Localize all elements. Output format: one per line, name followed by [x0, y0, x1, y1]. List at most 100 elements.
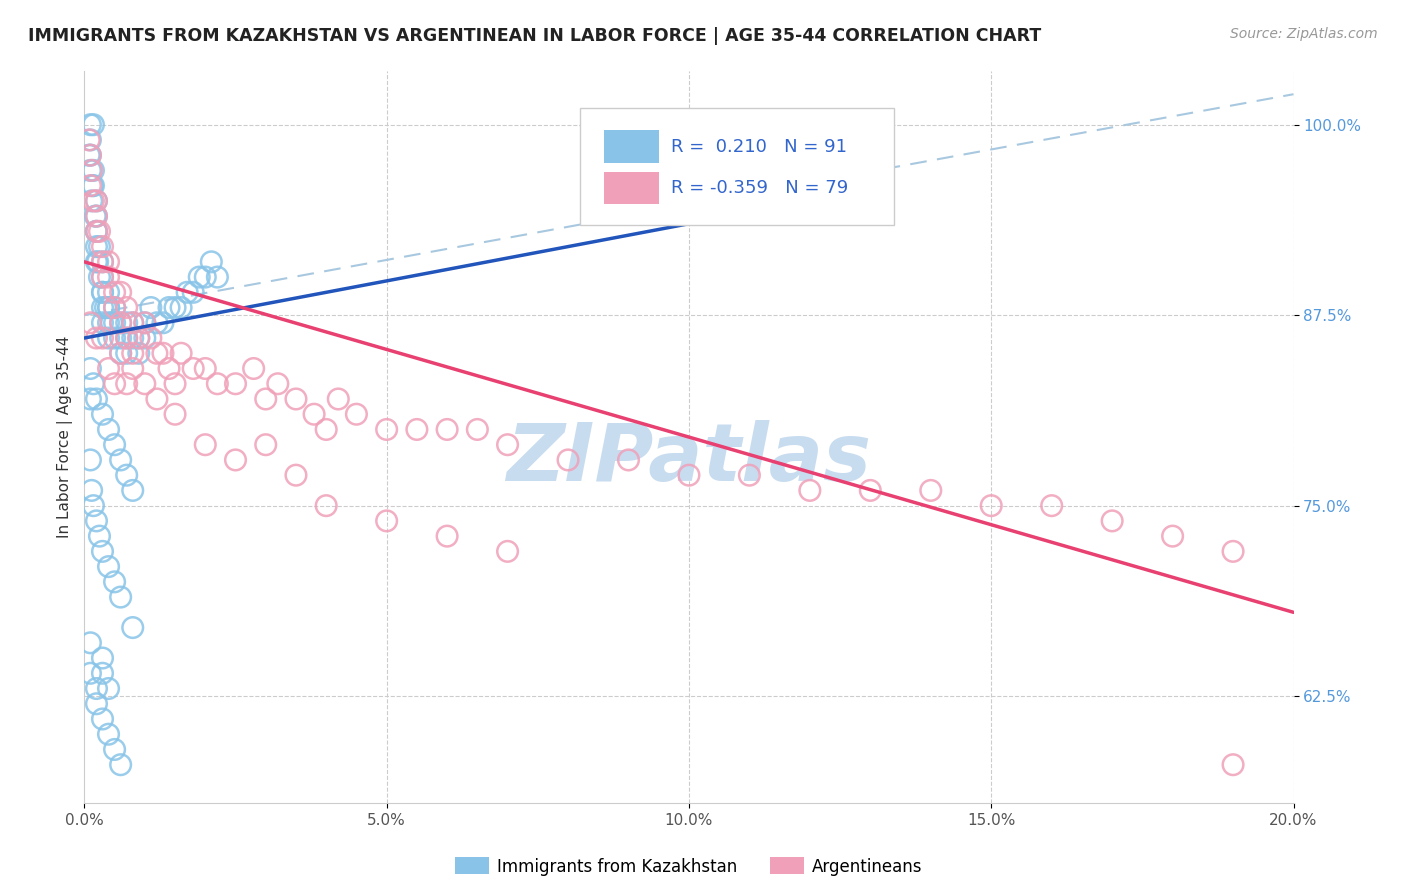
- Point: [97, 316, 120, 330]
- Point: [121, 331, 143, 345]
- Point: [86, 224, 108, 238]
- Point: [110, 316, 132, 330]
- Point: [346, 407, 368, 421]
- Point: [188, 270, 211, 285]
- Point: [285, 392, 308, 406]
- Point: [94, 301, 117, 315]
- Point: [100, 316, 122, 330]
- Point: [86, 224, 108, 238]
- Point: [86, 255, 108, 269]
- Point: [128, 331, 150, 345]
- Point: [79, 361, 101, 376]
- Point: [115, 301, 138, 315]
- Point: [146, 316, 169, 330]
- Point: [267, 376, 290, 391]
- Point: [77, 133, 100, 147]
- Point: [104, 331, 127, 345]
- Point: [89, 270, 111, 285]
- Point: [97, 270, 120, 285]
- Point: [207, 270, 229, 285]
- Y-axis label: In Labor Force | Age 35-44: In Labor Force | Age 35-44: [58, 336, 73, 538]
- Point: [176, 285, 198, 300]
- Point: [79, 636, 101, 650]
- Point: [200, 255, 222, 269]
- Point: [91, 270, 114, 285]
- Point: [104, 376, 127, 391]
- Point: [80, 194, 103, 208]
- Point: [1040, 499, 1063, 513]
- Point: [110, 346, 132, 360]
- Point: [91, 544, 114, 558]
- Point: [82, 178, 104, 193]
- Point: [91, 255, 114, 269]
- Point: [194, 438, 217, 452]
- Point: [86, 209, 108, 223]
- Point: [134, 331, 156, 345]
- Point: [104, 301, 127, 315]
- Point: [302, 407, 325, 421]
- Text: R = -0.359   N = 79: R = -0.359 N = 79: [671, 179, 848, 197]
- Point: [139, 301, 162, 315]
- Point: [165, 407, 187, 421]
- Point: [97, 681, 120, 696]
- Point: [80, 483, 103, 498]
- Point: [91, 270, 114, 285]
- Point: [121, 621, 143, 635]
- Point: [79, 178, 101, 193]
- Point: [738, 468, 761, 483]
- Point: [110, 331, 132, 345]
- Point: [110, 590, 132, 604]
- Point: [79, 133, 101, 147]
- Point: [91, 255, 114, 269]
- Point: [110, 316, 132, 330]
- Point: [82, 178, 104, 193]
- Point: [859, 483, 882, 498]
- Point: [152, 346, 174, 360]
- Point: [115, 316, 138, 330]
- Point: [82, 118, 104, 132]
- Point: [97, 727, 120, 741]
- Point: [82, 499, 104, 513]
- Point: [1101, 514, 1123, 528]
- Point: [86, 681, 108, 696]
- Point: [134, 376, 156, 391]
- Point: [128, 346, 150, 360]
- Point: [121, 316, 143, 330]
- Point: [496, 438, 519, 452]
- Point: [980, 499, 1002, 513]
- Point: [128, 331, 150, 345]
- Point: [104, 316, 127, 330]
- Legend: Immigrants from Kazakhstan, Argentineans: Immigrants from Kazakhstan, Argentineans: [449, 851, 929, 882]
- Point: [285, 468, 308, 483]
- Point: [170, 301, 193, 315]
- Point: [82, 376, 104, 391]
- Point: [1222, 757, 1244, 772]
- Point: [91, 285, 114, 300]
- Point: [315, 499, 337, 513]
- Point: [315, 422, 337, 436]
- Point: [104, 285, 127, 300]
- Point: [79, 148, 101, 162]
- Point: [170, 346, 193, 360]
- Point: [115, 468, 138, 483]
- Point: [97, 559, 120, 574]
- Point: [139, 331, 162, 345]
- Point: [194, 361, 217, 376]
- Bar: [605, 171, 659, 204]
- Point: [110, 757, 132, 772]
- Point: [82, 194, 104, 208]
- Point: [115, 331, 138, 345]
- Text: IMMIGRANTS FROM KAZAKHSTAN VS ARGENTINEAN IN LABOR FORCE | AGE 35-44 CORRELATION: IMMIGRANTS FROM KAZAKHSTAN VS ARGENTINEA…: [28, 27, 1042, 45]
- Point: [799, 483, 821, 498]
- Point: [91, 301, 114, 315]
- Point: [110, 285, 132, 300]
- Point: [115, 376, 138, 391]
- Point: [375, 422, 398, 436]
- Point: [242, 361, 264, 376]
- Point: [97, 422, 120, 436]
- Point: [89, 239, 111, 253]
- Point: [134, 316, 156, 330]
- Point: [86, 194, 108, 208]
- Point: [84, 209, 107, 223]
- Point: [86, 331, 108, 345]
